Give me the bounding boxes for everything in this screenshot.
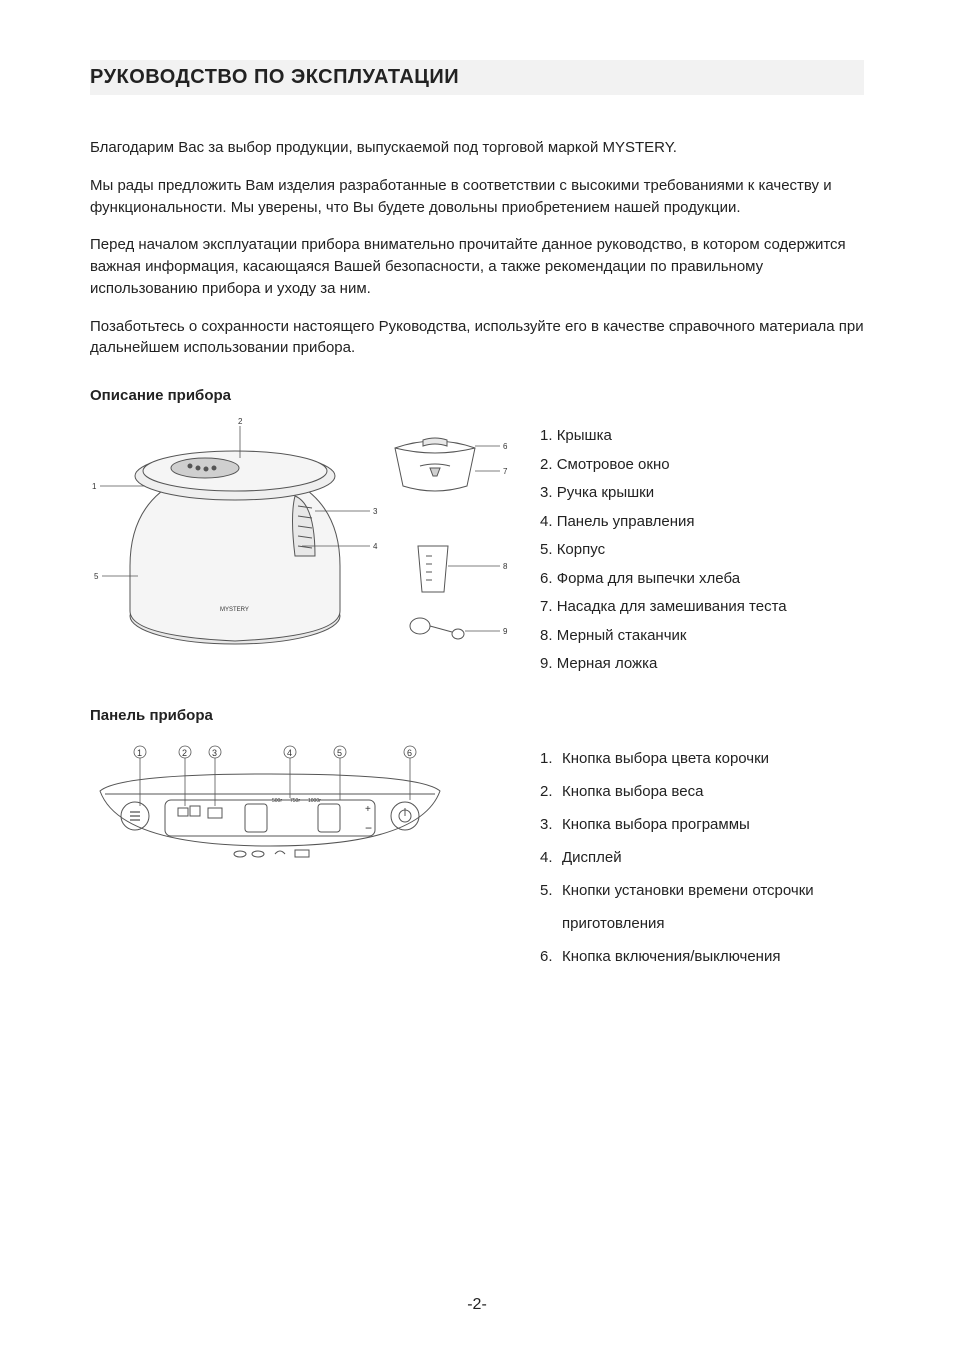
page-title: РУКОВОДСТВО ПО ЭКСПЛУАТАЦИИ [90, 66, 864, 89]
svg-text:1: 1 [137, 748, 142, 758]
list-item: Кнопка выбора веса [540, 775, 864, 808]
svg-text:750г: 750г [290, 798, 300, 804]
list-item: Форма для выпечки хлеба [540, 565, 864, 594]
svg-text:7: 7 [503, 467, 508, 476]
list-item: Ручка крышки [540, 479, 864, 508]
list-item: Мерная ложка [540, 650, 864, 679]
svg-text:1: 1 [92, 482, 97, 491]
svg-text:1000г: 1000г [308, 798, 321, 804]
svg-text:2: 2 [238, 417, 243, 426]
list-item: Крышка [540, 422, 864, 451]
section-heading-panel: Панель прибора [90, 707, 864, 724]
svg-text:3: 3 [212, 748, 217, 758]
device-figure-row: MYSTERY [90, 416, 864, 679]
svg-text:+: + [365, 804, 371, 815]
title-bar: РУКОВОДСТВО ПО ЭКСПЛУАТАЦИИ [90, 60, 864, 95]
list-item: Кнопка выбора цвета корочки [540, 742, 864, 775]
device-diagram: MYSTERY [90, 416, 510, 676]
device-parts-list: Крышка Смотровое окно Ручка крышки Панел… [540, 416, 864, 679]
list-item: Мерный стаканчик [540, 622, 864, 651]
list-item: Дисплей [540, 841, 864, 874]
svg-text:500г: 500г [272, 798, 282, 804]
svg-text:6: 6 [407, 748, 412, 758]
svg-text:−: − [365, 821, 372, 835]
list-item: Панель управления [540, 508, 864, 537]
svg-text:5: 5 [337, 748, 342, 758]
device-svg: MYSTERY [90, 416, 510, 676]
svg-text:3: 3 [373, 507, 378, 516]
svg-text:4: 4 [287, 748, 292, 758]
intro-paragraph: Позаботьтесь о сохранности настоящего Ру… [90, 316, 864, 360]
intro-paragraph: Перед началом эксплуатации прибора внима… [90, 234, 864, 299]
intro-paragraph: Мы рады предложить Вам изделия разработа… [90, 175, 864, 219]
section-heading-device: Описание прибора [90, 387, 864, 404]
svg-text:8: 8 [503, 562, 508, 571]
list-item: Кнопка выбора программы [540, 808, 864, 841]
list-item: Насадка для замешивания теста [540, 593, 864, 622]
list-item: Кнопка включения/выключения [540, 940, 864, 973]
panel-diagram: + − 500г 750г 1000г [90, 736, 510, 876]
list-item: Кнопки установки времени отсрочки пригот… [540, 874, 864, 940]
svg-text:2: 2 [182, 748, 187, 758]
intro-block: Благодарим Вас за выбор продукции, выпус… [90, 137, 864, 359]
svg-text:9: 9 [503, 627, 508, 636]
list-item: Корпус [540, 536, 864, 565]
page-number: -2- [0, 1296, 954, 1314]
panel-parts-list: Кнопка выбора цвета корочки Кнопка выбор… [540, 736, 864, 973]
panel-figure-row: + − 500г 750г 1000г [90, 736, 864, 973]
brand-label: MYSTERY [220, 607, 249, 613]
panel-svg: + − 500г 750г 1000г [90, 736, 450, 876]
list-item: Смотровое окно [540, 451, 864, 480]
svg-text:5: 5 [94, 572, 99, 581]
svg-text:6: 6 [503, 442, 508, 451]
svg-text:4: 4 [373, 542, 378, 551]
intro-paragraph: Благодарим Вас за выбор продукции, выпус… [90, 137, 864, 159]
